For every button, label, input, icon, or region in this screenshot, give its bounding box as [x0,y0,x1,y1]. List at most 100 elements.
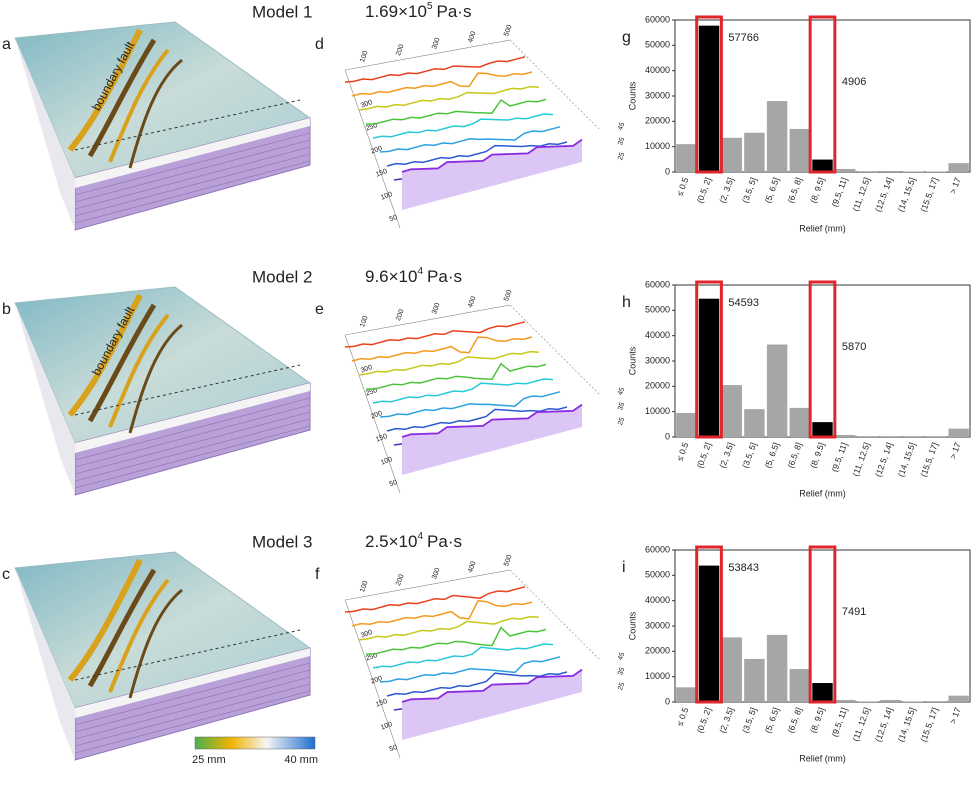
x-tick-label: (5, 6.5] [763,441,781,469]
profile-line [401,138,583,173]
x-tick-label: (8, 9.5] [808,706,826,734]
y-tick-label: 50000 [645,305,670,315]
bar [948,428,969,437]
highlight-box [808,280,837,439]
x-tick-label: > 17 [948,441,963,460]
map-stratum [74,146,311,210]
x-tick-label: (2, 3.5] [717,441,735,469]
map-stratum [74,160,311,224]
map-stratum [74,139,311,203]
y-tick-label: 50000 [645,40,670,50]
map-stratum [74,425,311,489]
panel-label: i [622,559,626,576]
profile-line [386,671,568,697]
fault-zone [67,558,143,682]
x-tick-label: > 17 [948,176,963,195]
profile-axis-label: 100 [359,315,370,328]
profile-axis-label: 35 [617,402,626,412]
bar [789,669,811,702]
profile-line [379,656,561,683]
section-line [74,629,301,681]
profile-axis-label: 100 [380,721,393,732]
x-tick-label: (9.5, 11] [829,706,849,738]
profile-line [344,321,526,348]
profile-axis-label: 300 [431,37,442,50]
map-side-left [15,303,75,495]
y-tick-label: 10000 [645,671,670,681]
profile-axis-label: 25 [617,152,626,162]
profile-axis-label: 45 [617,387,626,397]
map-stratum [74,418,311,482]
profile-axis-label: 35 [617,667,626,677]
x-tick-label: (3.5, 5] [740,706,758,734]
profile-axis-label: 200 [395,573,406,586]
profile-axis-label: 500 [503,24,514,37]
bar [834,699,856,702]
profile-axis-label: 50 [389,214,399,223]
x-tick-label: (8, 9.5] [808,441,826,469]
profile-axis-label: 400 [467,295,478,308]
fault-zone [128,58,183,169]
x-tick-label: (0.5, 2] [695,441,713,469]
profile-frame [344,39,511,71]
bar [698,25,720,172]
profile-line [344,586,526,613]
bar [948,163,969,172]
bar [766,344,788,437]
bar [766,634,788,702]
fault-zone [87,303,157,423]
viscosity-exponent: 4 [417,531,423,542]
y-tick-label: 20000 [645,646,670,656]
section-line [74,364,301,416]
map-side-left [15,568,75,760]
fault-zone [67,28,143,152]
profile-line [372,378,554,404]
profile-area [402,404,582,475]
value-label: 54593 [728,297,759,309]
highlight-box [808,15,837,174]
profile-frame [344,69,401,229]
profile-line [366,98,547,125]
profile-frame [344,599,401,759]
profile-axis-label: 500 [503,554,514,567]
viscosity-base: 1.69×10 [365,2,427,21]
map-stratum [74,153,311,217]
profile-line [366,626,547,655]
x-tick-label: (11, 12.5] [850,706,871,743]
bar [948,695,969,702]
profile-axis-label: 300 [431,567,442,580]
profile-frame [509,304,601,396]
x-axis-label: Relief (mm) [799,753,846,763]
bar [676,412,697,437]
map-stratum [74,690,311,754]
panel-label: e [315,301,324,318]
map-side-left [15,38,75,230]
highlight-box [695,280,723,439]
profile-line [358,85,540,111]
map-stratum [74,132,311,196]
panel-label: f [315,566,320,583]
map-stratum [74,669,311,733]
y-axis-label: Counts [627,81,637,110]
profile-line [372,113,554,139]
x-tick-label: (15.5, 17] [918,706,940,743]
map-white-layer [75,648,310,718]
profile-axis-label: 150 [375,698,388,709]
y-tick-label: 0 [665,696,670,706]
y-tick-label: 30000 [645,355,670,365]
profile-axis-label: 200 [370,675,383,686]
x-tick-label: (5, 6.5] [763,706,781,734]
colorbar-label: 40 mm [284,754,318,766]
bar [721,385,742,437]
profile-axis-label: 45 [617,122,626,132]
profile-line [379,391,561,418]
map-stratum [74,683,311,747]
y-tick-label: 0 [665,431,670,441]
viscosity: 2.5×104 Pa·s [365,531,462,552]
profile-area [402,669,582,740]
bar [721,637,742,702]
x-tick-label: (12.5, 14] [873,176,895,213]
map-stratum [74,411,311,475]
viscosity: 1.69×105 Pa·s [365,1,471,22]
